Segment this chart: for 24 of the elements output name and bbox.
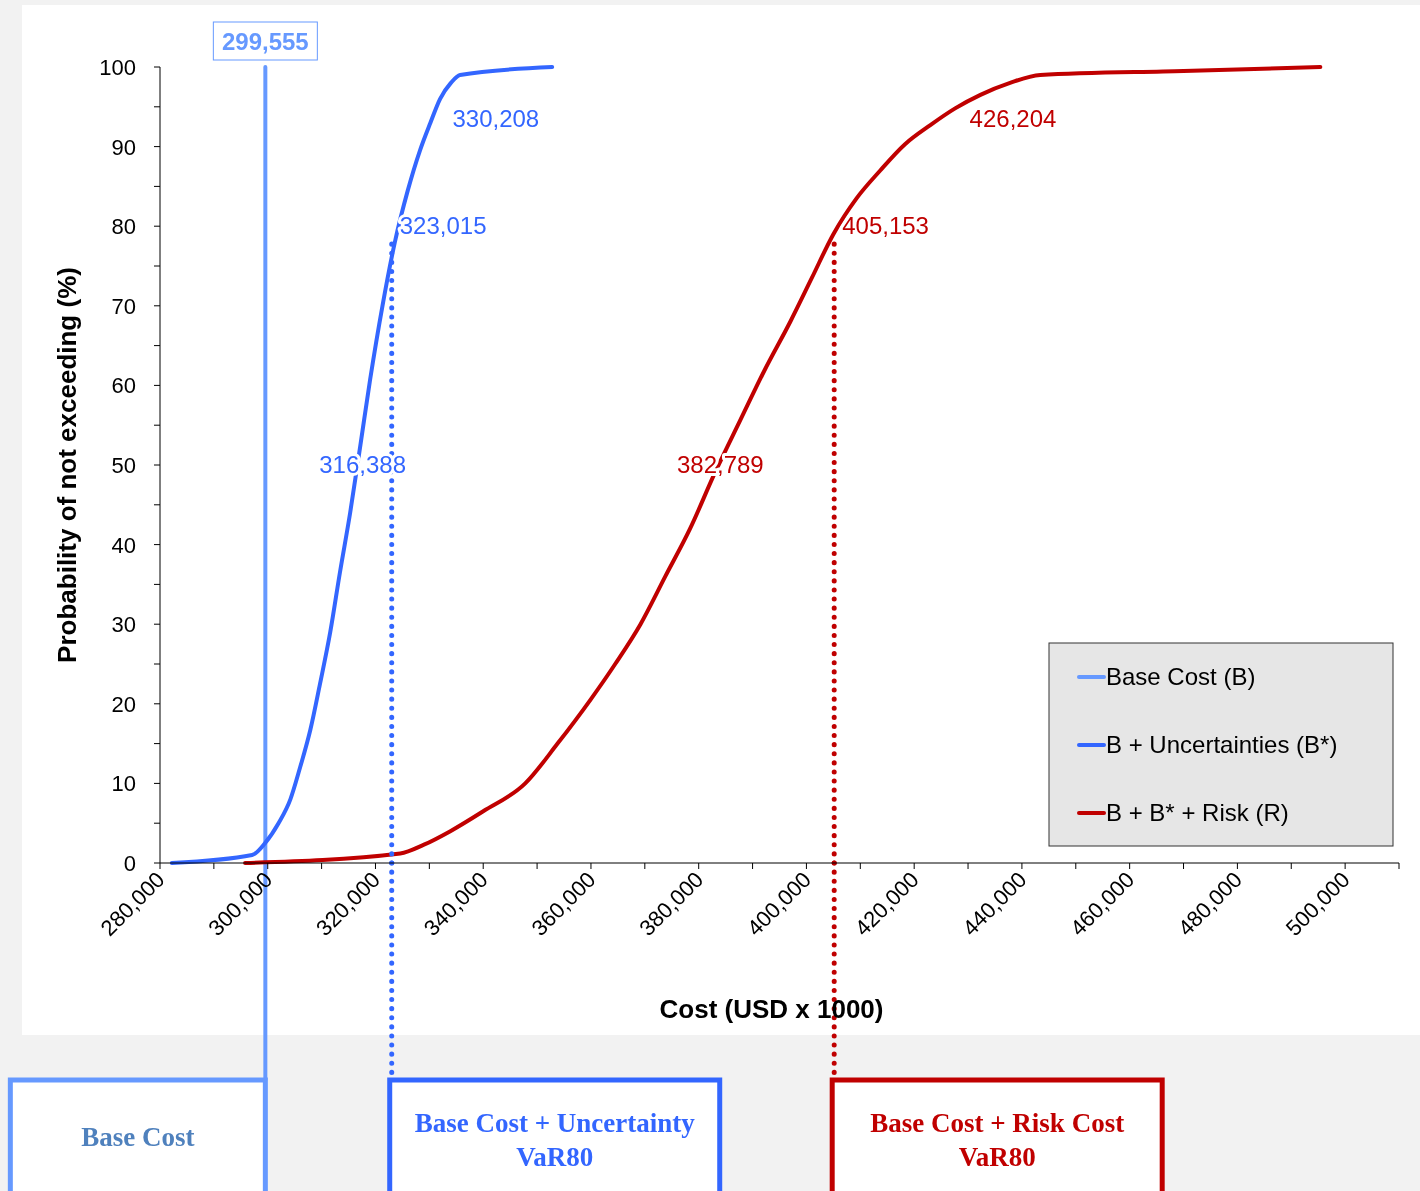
y-tick-label: 100	[99, 55, 136, 80]
y-tick-label: 0	[123, 851, 136, 876]
legend-label: B + B* + Risk (R)	[1106, 799, 1289, 826]
y-tick-label: 10	[111, 771, 136, 797]
annotation: 299,555	[221, 28, 309, 55]
y-tick-label: 60	[111, 373, 136, 399]
annotation: 330,208	[452, 104, 540, 132]
y-tick-label: 70	[111, 293, 136, 319]
legend-label: B + Uncertainties (B*)	[1106, 731, 1338, 758]
y-tick-label: 40	[111, 532, 136, 558]
annotation: 323,015	[399, 212, 487, 240]
y-tick-label: 90	[111, 134, 136, 160]
x-axis-title: Cost (USD x 1000)	[659, 994, 884, 1024]
annotation: 426,204	[969, 104, 1057, 132]
legend-label: Base Cost (B)	[1106, 663, 1256, 690]
y-tick-label: 50	[111, 453, 136, 478]
y-tick-label: 80	[111, 214, 136, 240]
annotation: 405,153	[842, 212, 929, 240]
y-tick-label: 30	[111, 612, 136, 638]
y-tick-label: 20	[111, 691, 136, 717]
text: Base Cost + Uncertainty VaR80	[414, 1108, 696, 1172]
text: Base Cost	[81, 1122, 195, 1152]
y-axis-title: Probability of not exceeding (%)	[52, 267, 82, 663]
text: Base Cost + Risk Cost VaR80	[870, 1108, 1125, 1172]
